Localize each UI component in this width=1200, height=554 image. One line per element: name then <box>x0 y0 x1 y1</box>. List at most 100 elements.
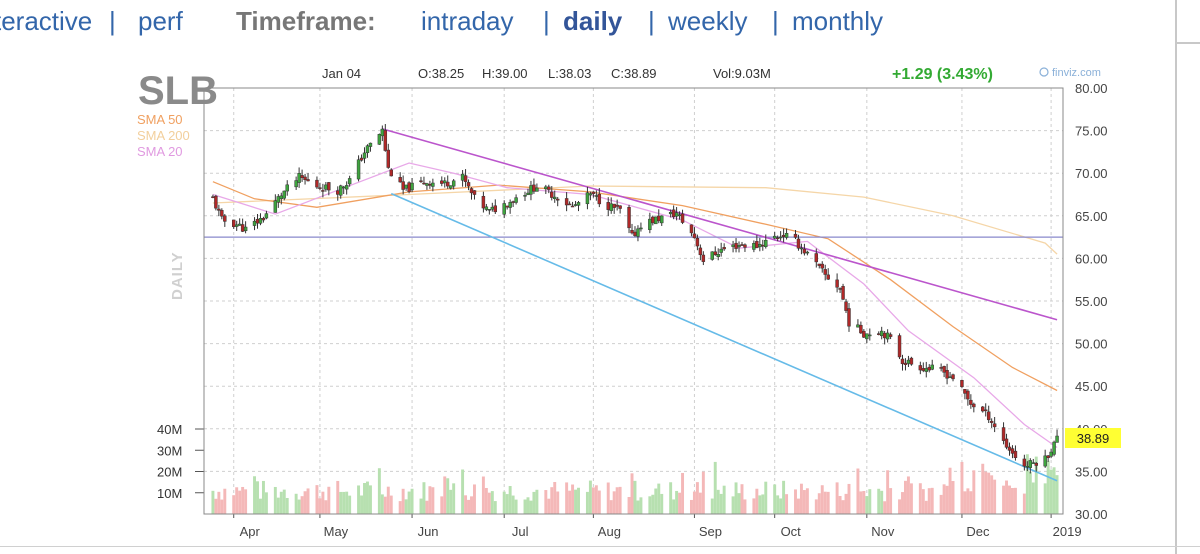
volume-bar <box>698 492 702 514</box>
volume-bar <box>883 501 887 514</box>
candle-body <box>918 365 923 371</box>
candle-body <box>472 190 477 195</box>
volume-bar <box>657 483 661 514</box>
candle-body <box>841 286 845 300</box>
volume-bar <box>758 495 762 514</box>
volume-bar <box>844 493 848 514</box>
candle-body <box>906 359 911 364</box>
volume-bar <box>514 499 518 514</box>
volume-bar <box>838 495 842 514</box>
volume-bar <box>1049 469 1053 514</box>
candle-body <box>469 188 474 194</box>
volume-bar <box>285 497 289 514</box>
volume-bar <box>731 496 735 514</box>
candle-body <box>555 198 560 201</box>
candle-body <box>341 186 346 189</box>
header-low: L:38.03 <box>548 66 591 81</box>
candle-body <box>992 423 997 428</box>
candle-body <box>576 202 581 206</box>
candle-body <box>570 205 575 208</box>
candle-body <box>924 368 928 372</box>
volume-bar <box>796 498 800 514</box>
moving-averages <box>212 162 1058 449</box>
volume-bar <box>484 487 488 514</box>
candle-body <box>255 218 260 224</box>
volume-bar <box>505 494 509 514</box>
volume-bar <box>550 487 554 514</box>
nav-separator: | <box>772 6 779 36</box>
volume-bar <box>473 484 476 514</box>
volume-bar <box>279 491 283 514</box>
candle-body <box>981 406 985 412</box>
finviz-logo[interactable]: finviz.com <box>1039 67 1101 79</box>
sma-line-sma200 <box>212 185 1058 255</box>
volume-bar <box>588 480 592 514</box>
plot-frame <box>203 87 1064 515</box>
volume-bar <box>487 492 491 514</box>
candle-body <box>1034 462 1038 466</box>
finviz-source[interactable]: finviz.com <box>1052 67 1101 79</box>
candle-body <box>252 220 257 226</box>
timeframe-intraday[interactable]: intraday <box>421 6 514 36</box>
volume-bar <box>716 489 720 514</box>
volume-bar <box>856 468 860 514</box>
volume-bar <box>446 478 450 514</box>
candle-body <box>597 193 602 205</box>
volume-bar <box>689 499 693 514</box>
candle-body <box>740 244 744 246</box>
candle-body <box>440 180 444 184</box>
volume-bar <box>594 485 598 514</box>
volume-bar <box>799 483 803 514</box>
volume-bar <box>695 482 699 514</box>
volume-bar <box>348 495 352 514</box>
volume-bar <box>672 499 676 514</box>
volume-bar <box>568 490 572 514</box>
candle-body <box>862 330 866 338</box>
volume-bar <box>636 500 640 514</box>
volume-bar <box>220 499 224 514</box>
volume-bar <box>648 496 652 514</box>
candle-body <box>799 247 804 250</box>
volume-bar <box>398 501 402 514</box>
timeframe-monthly[interactable]: monthly <box>792 6 884 36</box>
candle-body <box>535 187 539 192</box>
volume-bar <box>618 486 622 514</box>
candle-body <box>383 130 388 151</box>
candle-body <box>778 236 783 239</box>
candle-body <box>1013 450 1018 458</box>
candle-body <box>823 269 827 275</box>
volume-bar <box>880 490 884 514</box>
candle-body <box>692 233 697 239</box>
y-tick-label: 45.00 <box>1075 379 1108 394</box>
header-open: O:38.25 <box>418 66 464 81</box>
volume-bar <box>502 491 506 514</box>
candle-body <box>386 149 391 168</box>
candle-body <box>294 180 298 188</box>
page-frame-bottom <box>0 546 1200 547</box>
nav-link-interactive[interactable]: teractive <box>0 6 93 36</box>
candle-body <box>969 399 973 405</box>
candle-body <box>463 175 468 182</box>
volume-bar <box>407 491 411 514</box>
candle-body <box>544 186 548 190</box>
y-tick-label: 35.00 <box>1075 464 1108 479</box>
x-tick-label: Aug <box>598 524 621 539</box>
timeframe-daily[interactable]: daily <box>563 6 623 36</box>
candle-body <box>336 190 340 195</box>
volume-bar <box>764 481 768 514</box>
candle-body <box>972 403 976 408</box>
candle-body <box>300 175 304 179</box>
nav-separator: | <box>543 6 550 36</box>
timeframe-nav: teractive | perf Timeframe: intraday | d… <box>0 0 1200 44</box>
last-price-tag: 38.89 <box>1077 431 1110 446</box>
candle-body <box>431 182 435 187</box>
volume-bar <box>253 476 256 514</box>
volume-bar <box>660 493 664 514</box>
timeframe-weekly[interactable]: weekly <box>668 6 748 36</box>
finviz-logo-icon <box>1039 67 1049 77</box>
candle-body <box>211 196 215 198</box>
candle-body <box>547 186 551 190</box>
nav-link-perf[interactable]: perf <box>138 6 183 36</box>
volume-bar <box>969 491 973 514</box>
volume-bar <box>508 486 512 514</box>
